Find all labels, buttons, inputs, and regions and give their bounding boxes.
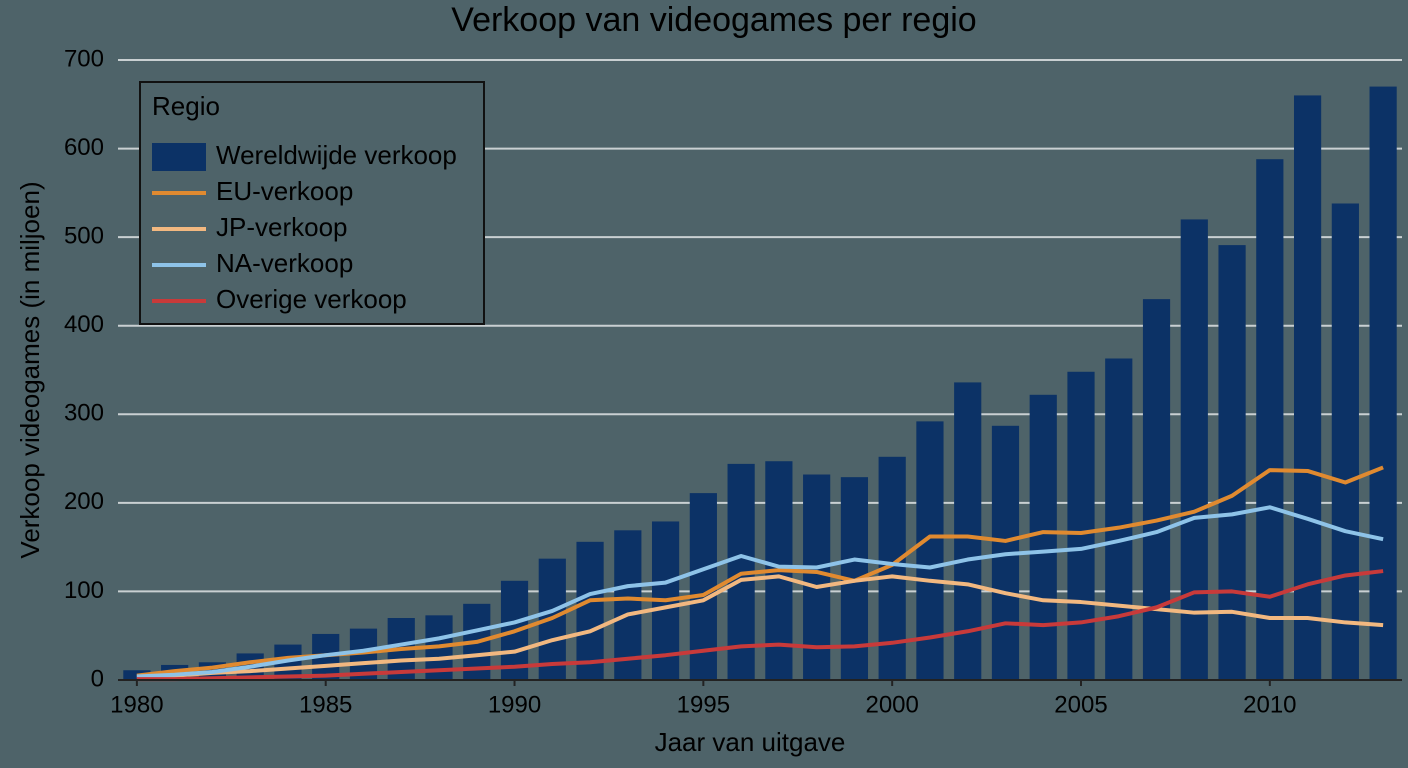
x-tick-label: 1990 <box>488 691 541 718</box>
bar <box>1029 394 1057 680</box>
legend-label: EU-verkoop <box>216 176 353 206</box>
y-tick-label: 600 <box>64 134 104 161</box>
line <box>136 505 1384 679</box>
bar <box>1180 219 1208 680</box>
chart-title: Verkoop van videogames per regio <box>451 1 976 39</box>
y-tick-label: 100 <box>64 577 104 604</box>
x-tick-label: 2000 <box>865 691 918 718</box>
x-axis-label: Jaar van uitgave <box>655 727 846 757</box>
bar <box>954 382 982 680</box>
x-tick-label: 1995 <box>677 691 730 718</box>
bar <box>916 421 944 680</box>
legend-swatch <box>152 143 206 171</box>
bar <box>1293 95 1322 680</box>
bar <box>1331 203 1359 680</box>
legend-label: NA-verkoop <box>216 248 353 278</box>
legend-label: Wereldwijde verkoop <box>216 140 457 170</box>
y-tick-label: 300 <box>64 400 104 427</box>
plot <box>123 86 1397 682</box>
x-tick-label: 2010 <box>1243 691 1296 718</box>
legend-title: Regio <box>152 91 220 121</box>
y-axis-label: Verkoop videogames (in miljoen) <box>15 181 45 558</box>
x-tick-label: 1985 <box>299 691 352 718</box>
y-tick-label: 500 <box>64 222 104 249</box>
y-tick-label: 700 <box>64 45 104 72</box>
y-tick-label: 200 <box>64 488 104 515</box>
y-tick-label: 0 <box>91 665 104 692</box>
bar <box>1218 245 1246 680</box>
line <box>136 569 1384 682</box>
bar <box>614 530 642 680</box>
legend-label: JP-verkoop <box>216 212 348 242</box>
line <box>136 574 1384 680</box>
x-tick-label: 2005 <box>1054 691 1107 718</box>
bar <box>1067 371 1095 680</box>
bar <box>1105 358 1133 680</box>
bar <box>1369 86 1397 681</box>
bar <box>576 541 604 680</box>
bar <box>1142 299 1171 680</box>
y-tick-label: 400 <box>64 311 104 338</box>
bar <box>1256 159 1284 680</box>
x-tick-label: 1980 <box>110 691 163 718</box>
legend-label: Overige verkoop <box>216 284 407 314</box>
legend-box <box>139 81 485 325</box>
